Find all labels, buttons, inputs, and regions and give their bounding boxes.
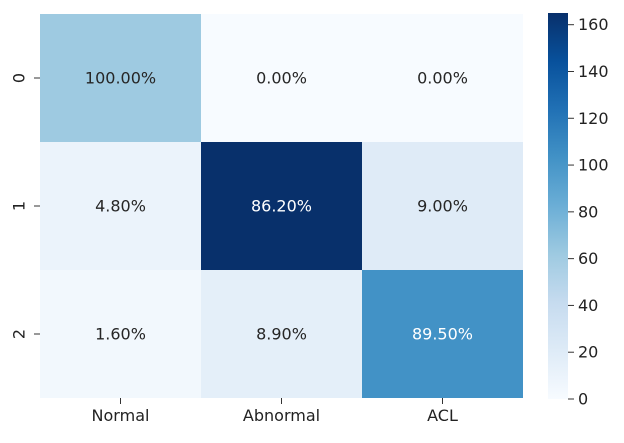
cell-label-1-0: 4.80% (95, 197, 146, 216)
cell-label-0-2: 0.00% (417, 69, 468, 88)
heatmap-cell-0-2 (362, 14, 523, 142)
colorbar-tick-label: 140 (578, 62, 609, 81)
x-tick-label: ACL (427, 406, 458, 425)
colorbar-tick-label: 80 (578, 202, 598, 221)
colorbar (548, 13, 568, 399)
cell-label-1-1: 86.20% (251, 197, 312, 216)
heatmap-cell-1-2 (362, 142, 523, 270)
cell-label-0-1: 0.00% (256, 69, 307, 88)
cell-label-2-2: 89.50% (412, 325, 473, 344)
heatmap-cell-1-0 (40, 142, 201, 270)
colorbar-tick-label: 20 (578, 343, 598, 362)
y-tick-label: 0 (10, 73, 29, 83)
cell-label-2-1: 8.90% (256, 325, 307, 344)
x-tick-label: Normal (92, 406, 150, 425)
colorbar-tick-label: 100 (578, 156, 609, 175)
colorbar-tick-label: 120 (578, 109, 609, 128)
colorbar-tick-label: 60 (578, 249, 598, 268)
cell-label-1-2: 9.00% (417, 197, 468, 216)
colorbar-tick-label: 160 (578, 15, 609, 34)
heatmap-cells: 100.00% 0.00% 0.00% 4.80% 86.20% 9.00% 1.60% 8.… (40, 14, 523, 398)
colorbar-ticks: 0 20 40 60 80 100 120 140 160 (568, 15, 609, 409)
y-axis: 0 1 2 (10, 73, 40, 339)
heatmap-cell-0-0 (40, 14, 201, 142)
cell-label-0-0: 100.00% (85, 69, 156, 88)
heatmap-cell-1-1 (201, 142, 362, 270)
heatmap-cell-0-1 (201, 14, 362, 142)
heatmap-cell-2-2 (362, 270, 523, 398)
y-tick-label: 1 (10, 201, 29, 211)
colorbar-bar (548, 13, 568, 399)
cell-label-2-0: 1.60% (95, 325, 146, 344)
x-tick-label: Abnormal (243, 406, 320, 425)
x-axis: Normal Abnormal ACL (92, 398, 458, 425)
colorbar-tick-label: 0 (578, 390, 588, 409)
heatmap-cell-2-1 (201, 270, 362, 398)
colorbar-tick-label: 40 (578, 296, 598, 315)
y-tick-label: 2 (10, 329, 29, 339)
heatmap-cell-2-0 (40, 270, 201, 398)
